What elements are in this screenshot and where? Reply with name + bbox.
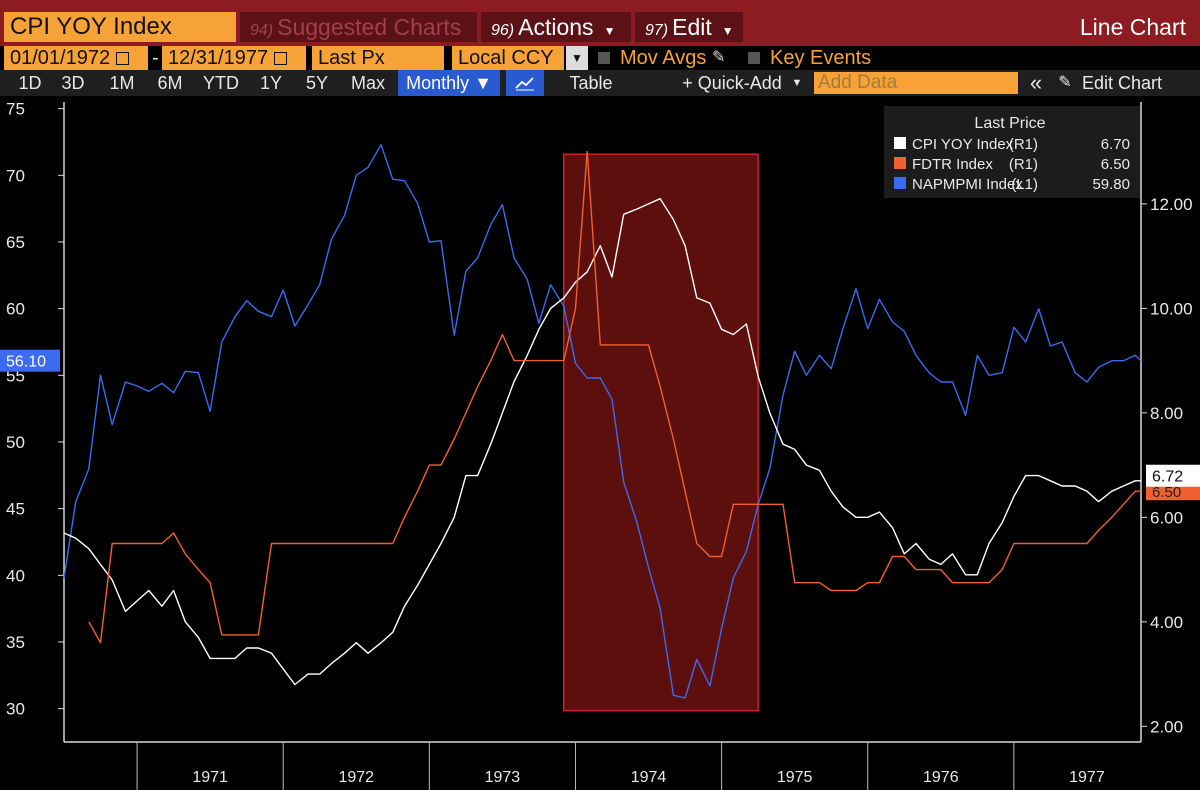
range-6m-button[interactable]: 6M [157, 73, 183, 93]
caret-down-icon[interactable]: ▼ [791, 77, 803, 89]
left-tick-label: 60 [6, 300, 25, 319]
range-1y-button[interactable]: 1Y [259, 73, 283, 93]
range-5y-button[interactable]: 5Y [305, 73, 329, 93]
recession-shade [563, 153, 759, 712]
legend-value: 59.80 [1092, 176, 1130, 193]
legend-axis: (R1) [1009, 136, 1038, 153]
x-tick-label: 1974 [631, 769, 667, 786]
right-tick-label: 12.00 [1150, 195, 1193, 214]
x-tick-label: 1973 [485, 769, 521, 786]
left-tick-label: 50 [6, 433, 25, 452]
napm-last-label-box [0, 349, 60, 372]
caret-down-icon: ▼ [603, 24, 616, 38]
legend-value: 6.70 [1101, 136, 1130, 153]
napm-series-line [63, 143, 1142, 699]
field-selector[interactable]: Last Px [312, 46, 444, 70]
date-separator: - [152, 47, 159, 69]
quick-add-button[interactable]: + Quick-Add [682, 73, 782, 93]
frequency-dropdown[interactable]: Monthly ▼ [398, 70, 500, 96]
key-events-checkbox[interactable] [748, 52, 760, 64]
tab-number: 94) [250, 22, 274, 39]
header-bar: CPI YOY Index 94) Suggested Charts 96) Act… [0, 0, 1200, 46]
right-tick-label: 2.00 [1150, 717, 1183, 736]
currency-selector[interactable]: Local CCY [452, 46, 564, 70]
range-1d-button[interactable]: 1D [18, 73, 42, 93]
napm-last-label: 56.10 [6, 354, 46, 371]
right-tick-label: 10.00 [1150, 299, 1193, 318]
tab-number: 96) [491, 22, 515, 39]
legend-swatch [894, 177, 906, 189]
start-date-field[interactable]: 01/01/1972 [4, 46, 148, 70]
range-ytd-button[interactable]: YTD [203, 73, 239, 93]
range-1m-button[interactable]: 1M [109, 73, 135, 93]
start-date-value: 01/01/1972 [10, 47, 111, 69]
mov-avgs-checkbox[interactable] [598, 52, 610, 64]
pencil-icon[interactable]: ✎ [1058, 74, 1072, 91]
right-tick-label: 8.00 [1150, 404, 1183, 423]
line-chart-icon[interactable] [506, 70, 544, 96]
fdtr-last-label: 6.50 [1152, 484, 1181, 501]
x-tick-label: 1976 [923, 769, 959, 786]
legend-box [884, 106, 1140, 198]
collapse-icon[interactable]: « [1029, 70, 1043, 95]
currency-dropdown-button[interactable]: ▼ [566, 46, 588, 70]
legend-swatch [894, 137, 906, 149]
legend-axis: (L1) [1011, 176, 1038, 193]
range-3d-button[interactable]: 3D [61, 73, 85, 93]
tab-label: Actions [518, 14, 594, 40]
left-tick-label: 70 [6, 166, 25, 185]
legend-label: CPI YOY Index [912, 136, 1014, 153]
left-tick-label: 40 [6, 566, 25, 585]
right-tick-label: 6.00 [1150, 508, 1183, 527]
table-button[interactable]: Table [569, 73, 613, 93]
legend-label: NAPMPMI Index [912, 176, 1023, 193]
tab-label: Suggested Charts [277, 14, 462, 40]
x-tick-label: 1971 [192, 769, 228, 786]
left-tick-label: 65 [6, 233, 25, 252]
caret-down-icon: ▼ [721, 24, 734, 38]
edit-menu[interactable]: 97) Edit ▼ [635, 12, 743, 42]
end-date-field[interactable]: 12/31/1977 [162, 46, 306, 70]
tab-number: 97) [645, 22, 669, 39]
edit-chart-button[interactable]: Edit Chart [1081, 73, 1163, 93]
left-tick-label: 45 [6, 500, 25, 519]
cpi-last-label-box [1146, 464, 1200, 487]
legend-title: Last Price [974, 115, 1045, 132]
fdtr-series-line [88, 150, 1141, 644]
x-tick-label: 1977 [1069, 769, 1105, 786]
left-tick-label: 35 [6, 633, 25, 652]
key-events-label[interactable]: Key Events [770, 47, 872, 69]
add-data-input[interactable]: Add Data [814, 72, 1018, 94]
tab-label: Edit [672, 14, 712, 40]
chart-type-title: Line Chart [1079, 14, 1186, 40]
end-date-value: 12/31/1977 [168, 47, 269, 69]
legend-swatch [894, 157, 906, 169]
pencil-icon[interactable]: ✎ [712, 49, 726, 66]
right-tick-label: 4.00 [1150, 613, 1183, 632]
range-toolbar: 1D 3D 1M 6M YTD 1Y 5Y Max Monthly ▼ Tabl… [0, 70, 1200, 96]
mov-avgs-label[interactable]: Mov Avgs [620, 47, 707, 69]
left-tick-label: 75 [6, 100, 25, 119]
x-tick-label: 1972 [338, 769, 374, 786]
legend-label: FDTR Index [912, 156, 993, 173]
range-max-button[interactable]: Max [350, 73, 385, 93]
left-tick-label: 30 [6, 700, 25, 719]
cpi-series-line [63, 197, 1141, 686]
suggested-charts-tab[interactable]: 94) Suggested Charts [240, 12, 477, 42]
legend-axis: (R1) [1009, 156, 1038, 173]
ticker-field[interactable]: CPI YOY Index [4, 12, 236, 42]
calendar-icon[interactable] [274, 52, 288, 66]
cpi-last-label: 6.72 [1152, 469, 1183, 486]
parameter-bar: 01/01/1972 - 12/31/1977 Last Px Local CC… [0, 46, 1200, 70]
actions-menu[interactable]: 96) Actions ▼ [481, 12, 631, 42]
x-tick-label: 1975 [777, 769, 813, 786]
legend-value: 6.50 [1101, 156, 1130, 173]
calendar-icon[interactable] [116, 52, 130, 66]
